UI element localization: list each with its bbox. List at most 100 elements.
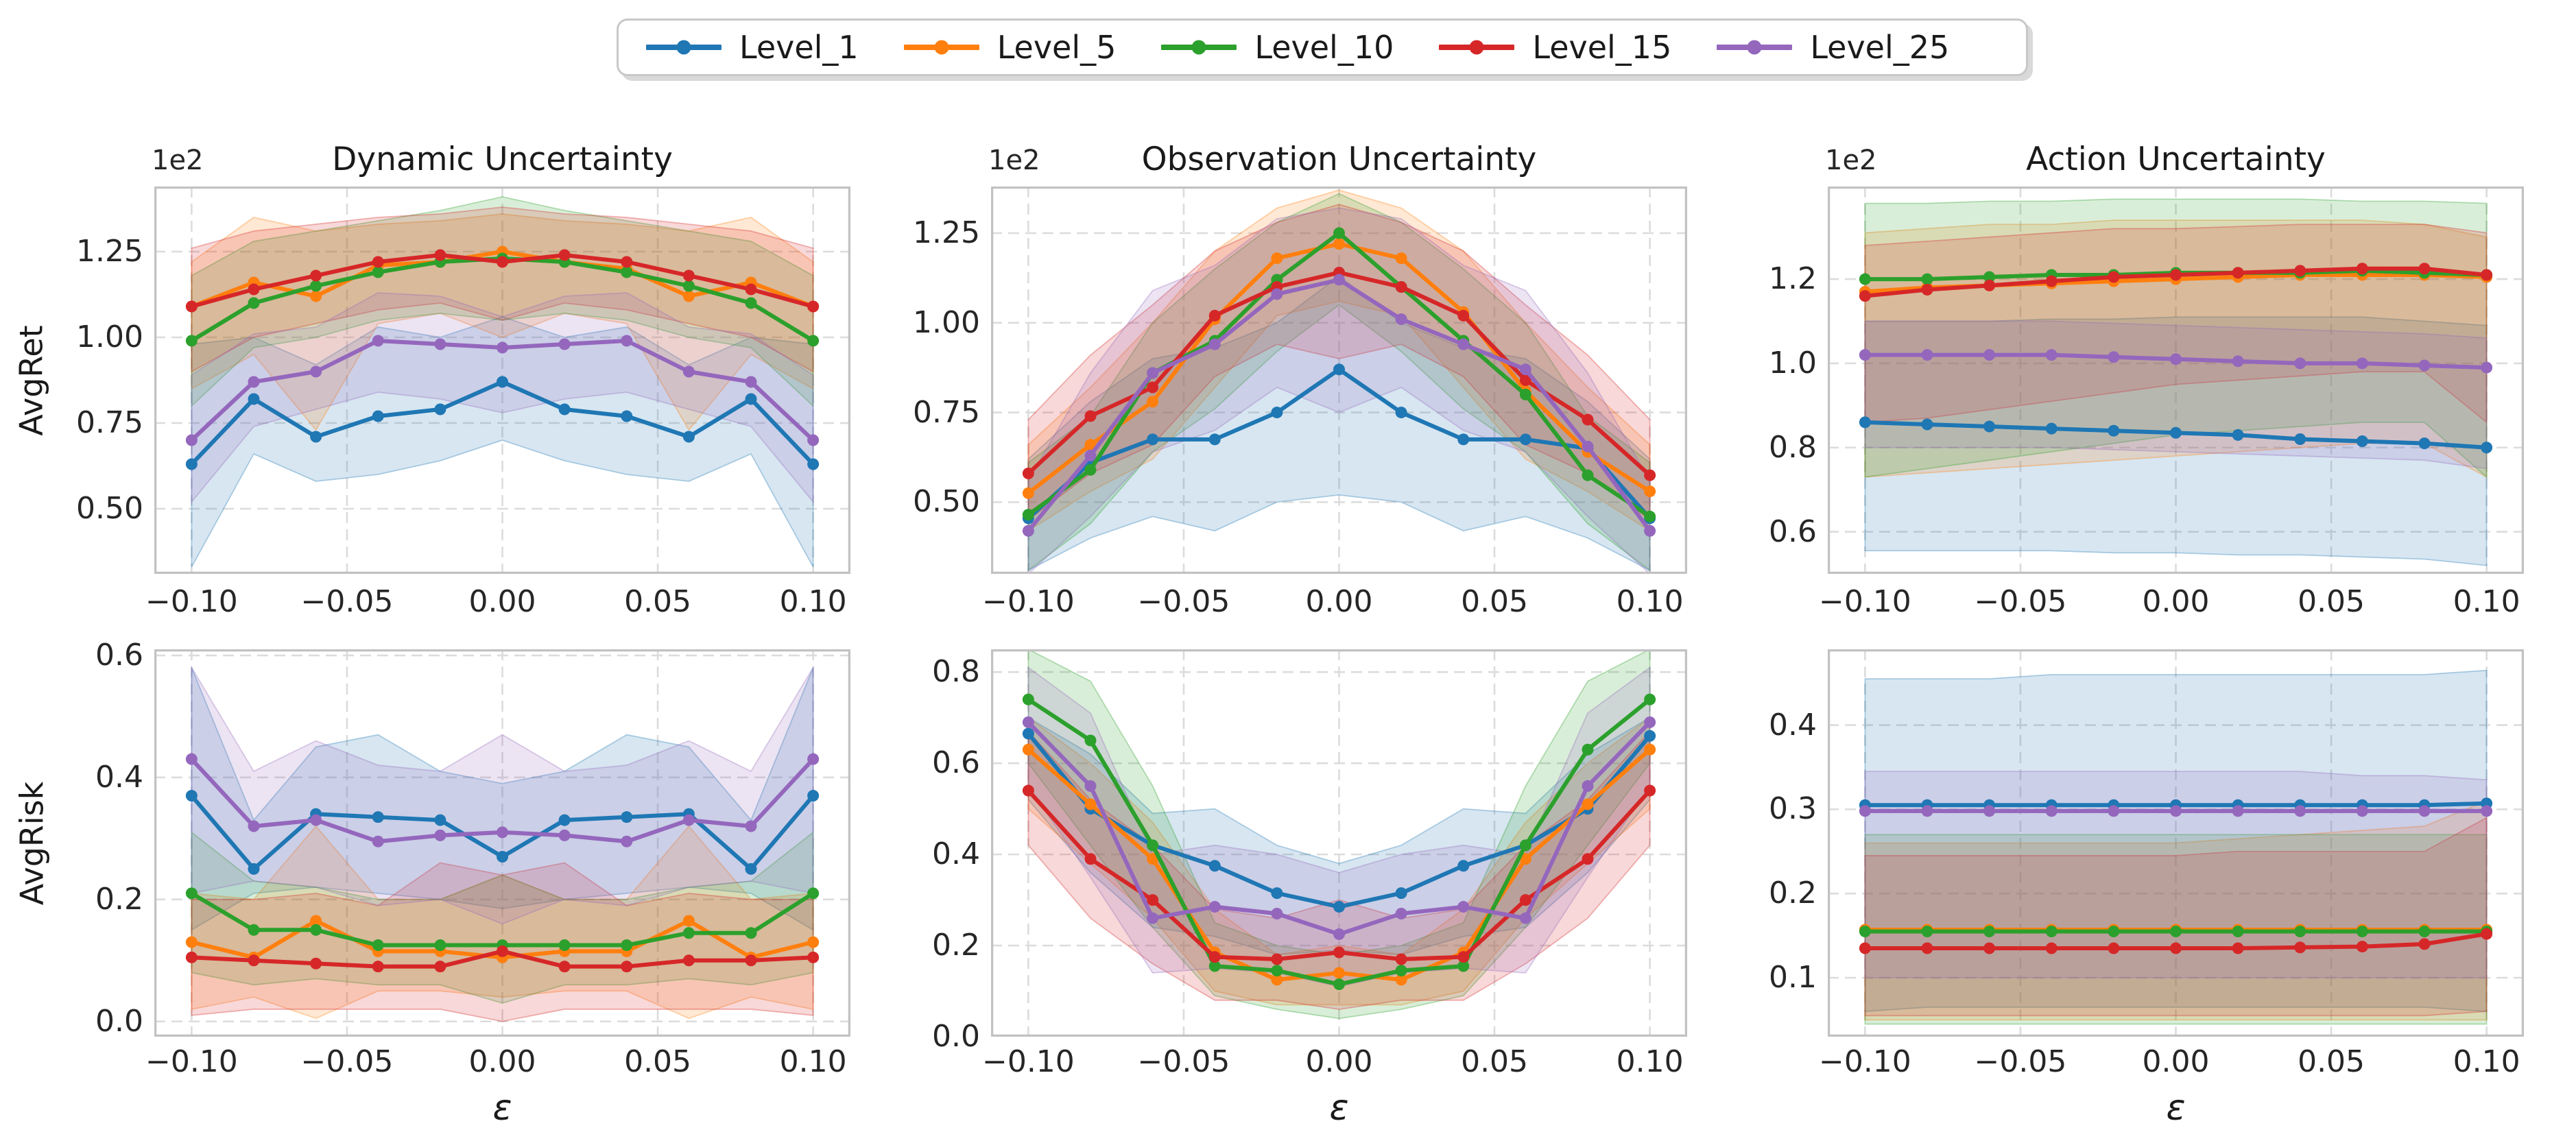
x-tick-label: −0.05 xyxy=(1974,584,2067,619)
markers-Level_25 xyxy=(1859,349,2493,374)
y-tick-label: 1.2 xyxy=(1769,261,1817,297)
band-Level_1 xyxy=(1864,316,2488,566)
markers-Level_15 xyxy=(1859,928,2493,954)
markers-Level_15 xyxy=(185,249,820,313)
markers-Level_15 xyxy=(1022,267,1656,481)
subplot-title: Dynamic Uncertainty xyxy=(332,141,673,178)
band-Level_15 xyxy=(1027,730,1651,1011)
legend: Level_1 Level_5 Level_10 Level_15 Level_25 xyxy=(617,19,2028,76)
y-tick-label: 1.0 xyxy=(1769,345,1817,381)
x-tick-label: 0.10 xyxy=(2453,584,2520,619)
axis-offset-text: 1e2 xyxy=(1825,145,1877,176)
legend-label: Level_10 xyxy=(1254,29,1394,66)
x-tick-label: −0.10 xyxy=(981,584,1075,619)
band-Level_15 xyxy=(191,206,814,373)
legend-label: Level_1 xyxy=(739,29,859,66)
markers-Level_25 xyxy=(1859,805,2493,817)
legend-line-dot-icon xyxy=(1717,40,1793,55)
legend-label: Level_25 xyxy=(1810,29,1950,66)
line-Level_25 xyxy=(1859,805,2493,817)
subplot-title: Observation Uncertainty xyxy=(1141,141,1537,178)
x-tick-label: 0.00 xyxy=(1305,584,1373,619)
line-Level_25 xyxy=(1859,349,2493,374)
markers-Level_1 xyxy=(185,376,820,470)
x-tick-label: 0.00 xyxy=(468,1044,536,1079)
subplot-action-avgrisk xyxy=(1828,649,2524,1037)
gridlines xyxy=(991,649,1687,1037)
subplot-dynamic-avgret xyxy=(154,186,850,574)
x-axis-label: ε xyxy=(1329,1087,1349,1129)
band-Level_1 xyxy=(1027,716,1651,956)
markers-Level_1 xyxy=(185,790,820,875)
y-tick-label: 0.1 xyxy=(1769,960,1817,996)
x-tick-label: 0.00 xyxy=(468,584,536,619)
band-Level_5 xyxy=(1864,799,2488,1021)
x-tick-label: −0.10 xyxy=(1818,1044,1911,1079)
axis-offset-text: 1e2 xyxy=(152,145,204,176)
y-tick-label: 0.6 xyxy=(932,745,980,781)
x-tick-label: −0.05 xyxy=(1137,584,1230,619)
line-Level_25 xyxy=(1022,716,1656,940)
markers-Level_25 xyxy=(185,335,820,446)
x-tick-label: 0.00 xyxy=(1305,1044,1373,1079)
band-Level_1 xyxy=(191,316,814,568)
x-tick-label: −0.05 xyxy=(1137,1044,1230,1079)
y-tick-label: 0.2 xyxy=(1769,876,1817,911)
legend-line-dot-icon xyxy=(646,40,721,55)
y-tick-label: 0.4 xyxy=(1769,707,1817,743)
x-tick-label: 0.00 xyxy=(2142,584,2210,619)
y-tick-label: 0.0 xyxy=(932,1019,980,1054)
legend-item-Level_10: Level_10 xyxy=(1161,32,1394,63)
band-Level_25 xyxy=(191,292,814,504)
band-Level_10 xyxy=(191,831,814,1004)
x-tick-label: −0.10 xyxy=(1818,584,1911,619)
legend-item-Level_25: Level_25 xyxy=(1717,32,1949,63)
y-tick-label: 0.8 xyxy=(1769,429,1817,465)
x-tick-label: −0.10 xyxy=(981,1044,1075,1079)
legend-line-dot-icon xyxy=(1161,40,1237,55)
line-Level_25 xyxy=(185,335,820,446)
x-tick-label: 0.10 xyxy=(779,1044,847,1079)
line-Level_25 xyxy=(1022,274,1656,537)
band-Level_5 xyxy=(191,825,814,1020)
band-Level_1 xyxy=(1027,275,1651,572)
line-Level_1 xyxy=(185,790,820,875)
subplot-title: Action Uncertainty xyxy=(2026,141,2326,178)
x-axis-label: ε xyxy=(2166,1087,2186,1129)
gridlines xyxy=(154,649,850,1037)
band-Level_5 xyxy=(1027,716,1651,1006)
markers-Level_25 xyxy=(185,753,820,847)
markers-Level_25 xyxy=(1022,274,1656,537)
line-Level_1 xyxy=(185,376,820,470)
legend-item-Level_1: Level_1 xyxy=(646,32,859,63)
x-tick-label: 0.05 xyxy=(1461,584,1529,619)
band-Level_25 xyxy=(1864,320,2488,470)
x-tick-label: 0.10 xyxy=(1616,1044,1684,1079)
subplot-observation-avgret xyxy=(991,186,1687,574)
y-tick-label: 0.6 xyxy=(1769,514,1817,549)
x-tick-label: −0.05 xyxy=(300,1044,394,1079)
markers-Level_1 xyxy=(1859,416,2493,454)
y-tick-label: 0.50 xyxy=(76,491,143,526)
x-tick-label: 0.05 xyxy=(624,584,692,619)
band-Level_1 xyxy=(191,667,814,931)
y-tick-label: 1.25 xyxy=(913,215,980,250)
subplot-dynamic-avgrisk xyxy=(154,649,850,1037)
legend-item-Level_5: Level_5 xyxy=(903,32,1116,63)
line-Level_15 xyxy=(1022,784,1656,965)
x-axis-label: ε xyxy=(492,1087,512,1129)
markers-Level_25 xyxy=(1022,716,1656,940)
y-tick-label: 0.3 xyxy=(1769,791,1817,827)
subplot-observation-avgrisk xyxy=(991,649,1687,1037)
x-tick-label: −0.10 xyxy=(145,1044,238,1079)
legend-line-dot-icon xyxy=(1439,40,1515,55)
band-Level_1 xyxy=(1864,669,2488,1013)
x-tick-label: 0.00 xyxy=(2142,1044,2210,1079)
y-tick-label: 0.75 xyxy=(76,405,143,440)
x-tick-label: −0.10 xyxy=(145,584,238,619)
y-tick-label: 0.50 xyxy=(913,484,980,520)
y-tick-label: 0.2 xyxy=(932,928,980,963)
line-Level_10 xyxy=(1022,693,1656,991)
line-Level_1 xyxy=(1859,416,2493,454)
